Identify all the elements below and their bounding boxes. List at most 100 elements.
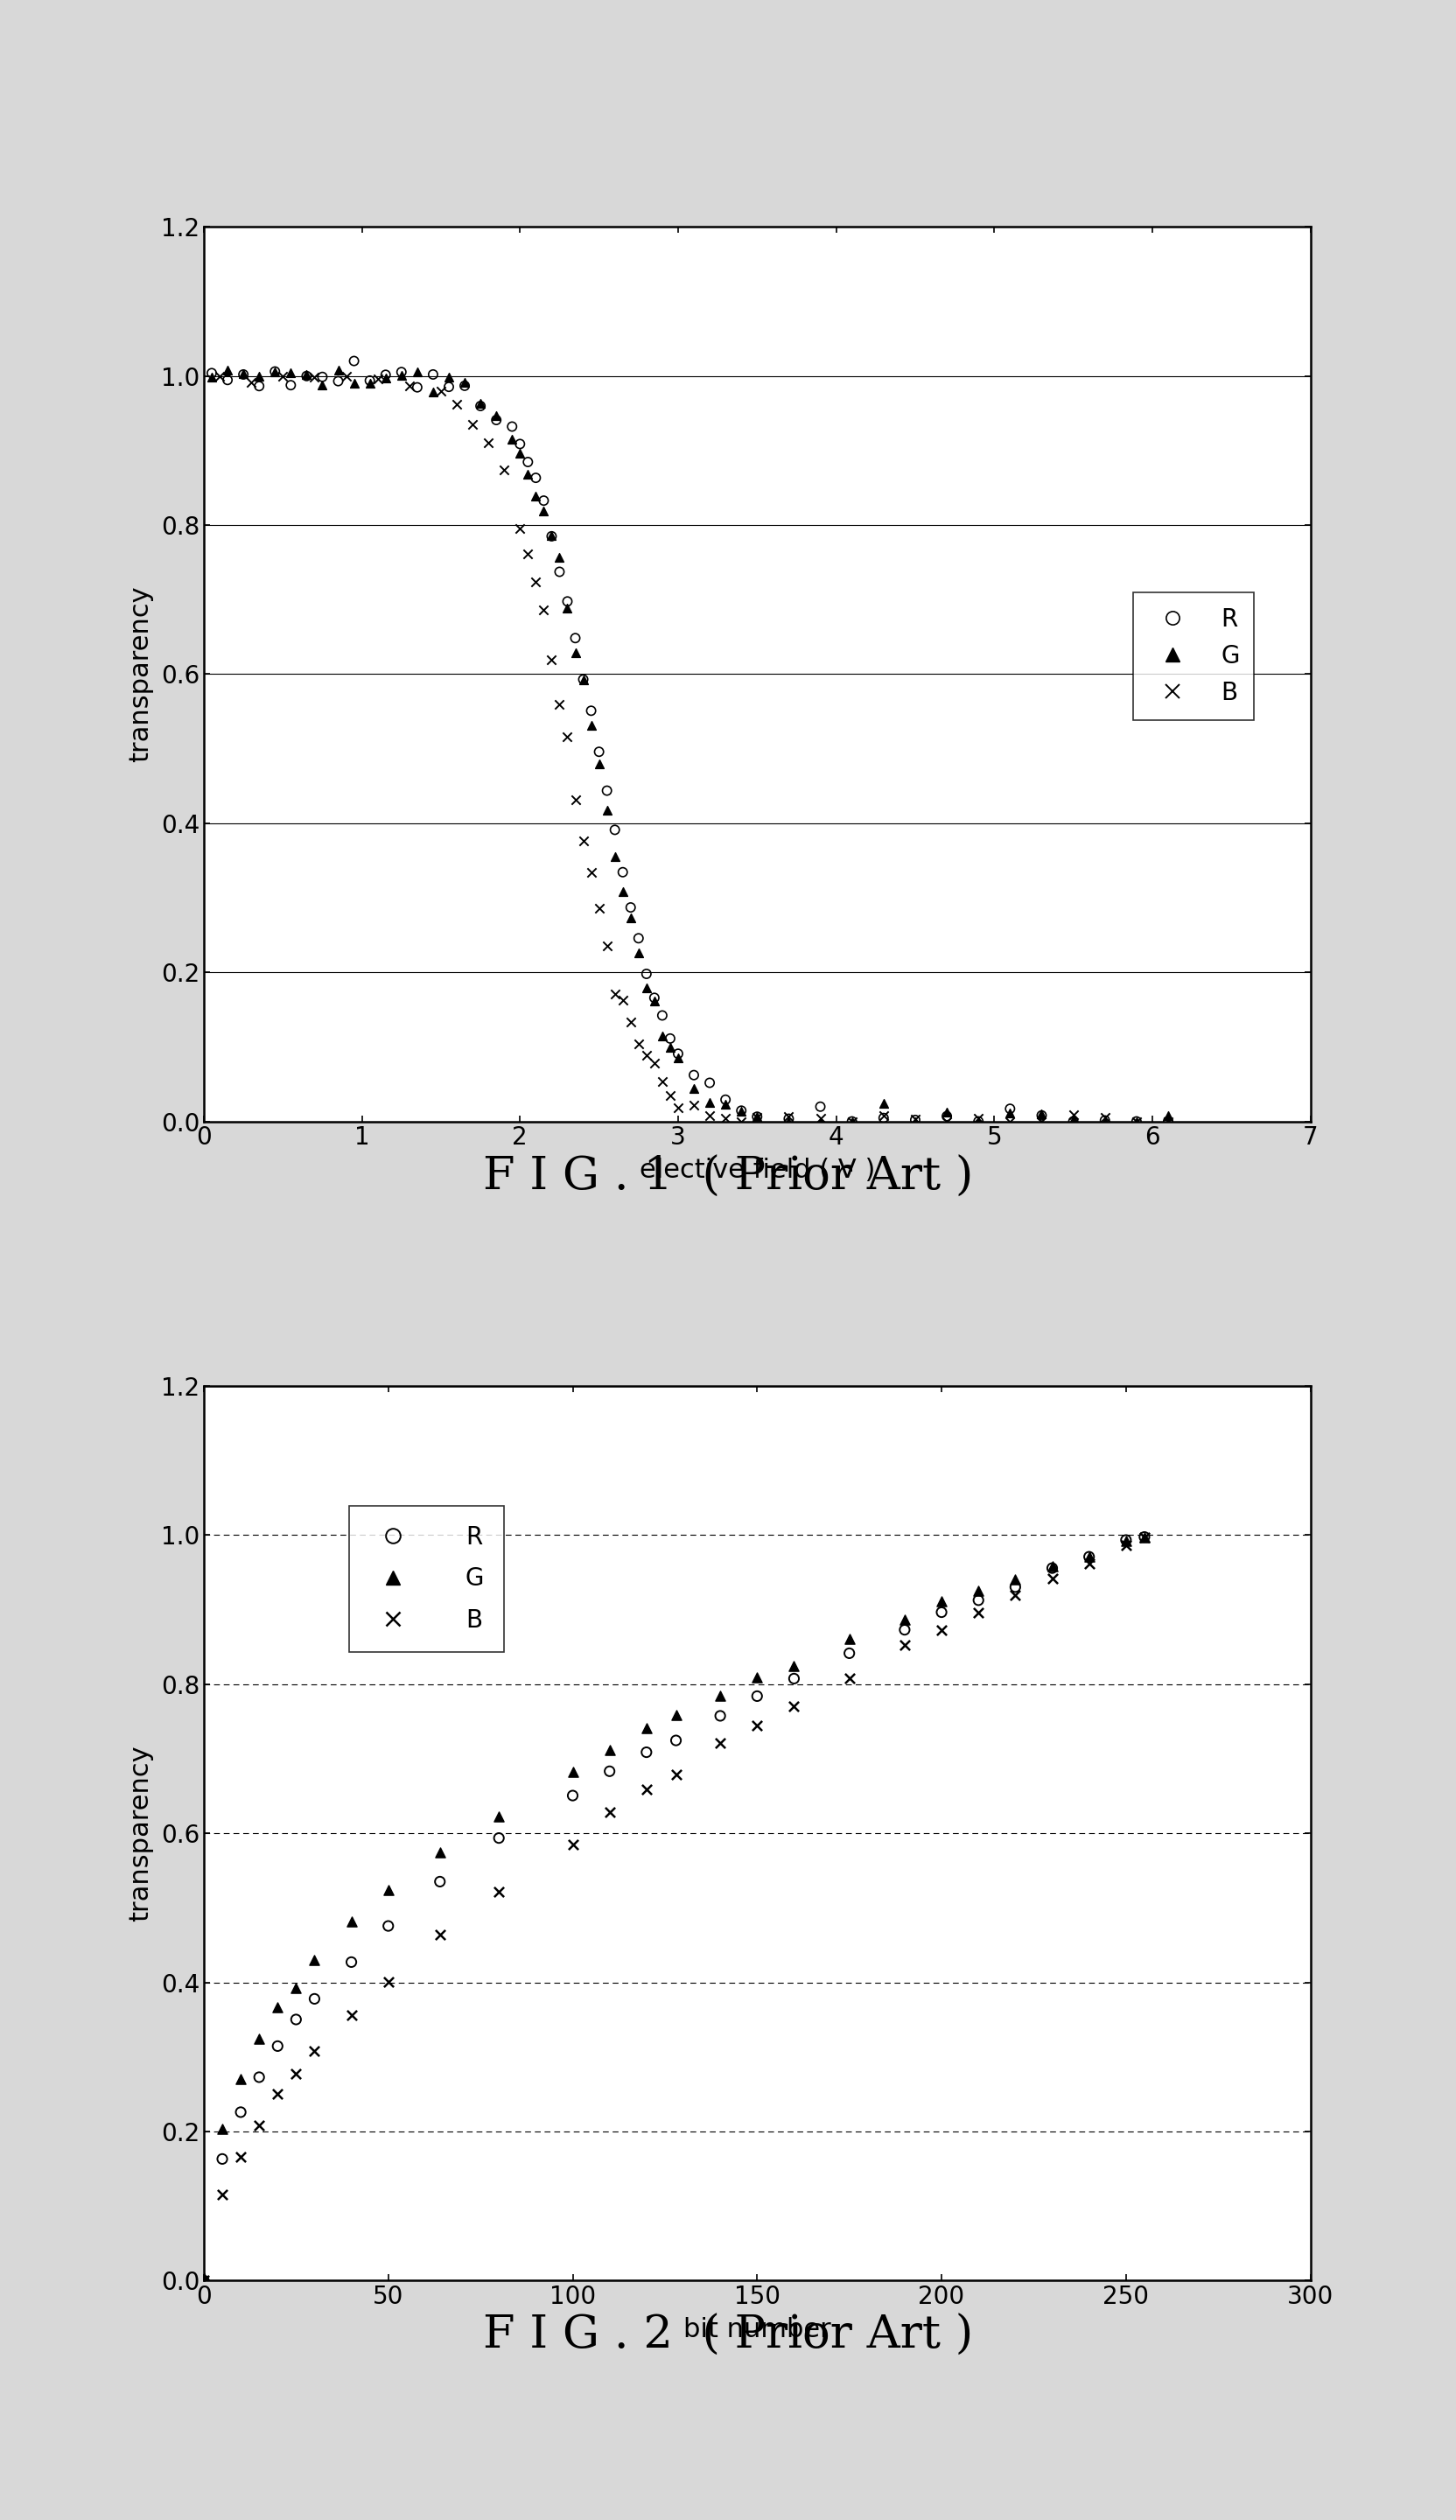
Point xyxy=(967,1580,990,1620)
Point xyxy=(596,791,619,832)
Point xyxy=(358,363,381,403)
Point xyxy=(713,1084,737,1124)
Point xyxy=(296,355,319,396)
Point xyxy=(782,1686,805,1726)
Point xyxy=(935,1091,958,1131)
Point xyxy=(999,1101,1022,1142)
Point xyxy=(572,660,596,701)
Point xyxy=(619,1003,642,1043)
Point xyxy=(667,1033,690,1074)
Point xyxy=(745,1096,769,1137)
Point xyxy=(215,360,239,401)
Point xyxy=(596,771,619,811)
Point xyxy=(709,1696,732,1736)
Point xyxy=(572,822,596,862)
Point xyxy=(264,350,287,391)
Point xyxy=(469,386,492,426)
Point xyxy=(428,1832,451,1872)
Point xyxy=(192,2260,215,2301)
Point xyxy=(1125,1101,1149,1142)
Point xyxy=(683,1068,706,1109)
Point xyxy=(342,363,365,403)
Point xyxy=(579,706,603,746)
Point xyxy=(999,1089,1022,1129)
Point xyxy=(642,978,665,1018)
Point xyxy=(935,1101,958,1142)
Point xyxy=(596,925,619,965)
Point xyxy=(683,1086,706,1126)
Point xyxy=(199,358,223,398)
Point xyxy=(745,1096,769,1137)
Point xyxy=(266,2074,290,2114)
Point xyxy=(229,2137,252,2177)
Point xyxy=(335,355,358,396)
Point xyxy=(517,534,540,575)
Point xyxy=(430,370,453,411)
Point xyxy=(469,383,492,423)
Point xyxy=(303,1978,326,2019)
Point xyxy=(893,1600,916,1641)
Point xyxy=(326,350,349,391)
Point xyxy=(462,403,485,444)
Point xyxy=(531,590,555,630)
Point xyxy=(446,383,469,423)
Point xyxy=(808,1101,831,1142)
Point xyxy=(745,1096,769,1137)
Point xyxy=(598,1751,622,1792)
Point xyxy=(339,1903,363,1943)
Point xyxy=(635,1036,658,1076)
Point xyxy=(1114,1520,1137,1560)
Point xyxy=(303,1940,326,1981)
Point xyxy=(1133,1517,1156,1557)
Point xyxy=(421,373,444,413)
Point xyxy=(664,1754,687,1794)
Point xyxy=(248,365,271,406)
Point xyxy=(603,975,626,1016)
Point xyxy=(778,1096,801,1137)
Point xyxy=(377,1961,400,2001)
Point xyxy=(215,350,239,391)
Point xyxy=(808,1099,831,1139)
Point xyxy=(967,1101,990,1142)
Point xyxy=(967,1099,990,1139)
Point xyxy=(930,1610,954,1651)
Point xyxy=(310,358,333,398)
Point xyxy=(635,1731,658,1772)
Point xyxy=(390,353,414,393)
Point xyxy=(229,2092,252,2132)
Point xyxy=(635,968,658,1008)
Point xyxy=(1093,1101,1117,1142)
Point xyxy=(428,1862,451,1903)
Point xyxy=(1003,1575,1026,1615)
Point xyxy=(540,517,563,557)
Point xyxy=(967,1570,990,1610)
Point xyxy=(658,1028,681,1068)
Point xyxy=(266,1988,290,2029)
Point xyxy=(709,1676,732,1716)
X-axis label: elective field ( V ): elective field ( V ) xyxy=(639,1157,875,1182)
Point xyxy=(377,1905,400,1945)
Point xyxy=(211,2139,234,2180)
Point xyxy=(561,1824,584,1865)
Point xyxy=(729,1091,753,1131)
Point xyxy=(199,353,223,393)
Point xyxy=(837,1618,860,1658)
Legend: R, G, B: R, G, B xyxy=(349,1504,504,1653)
Point xyxy=(485,396,508,436)
Point xyxy=(524,562,547,602)
Point xyxy=(531,481,555,522)
Point xyxy=(967,1101,990,1142)
Y-axis label: transparency: transparency xyxy=(128,585,153,764)
Text: F I G . 1  ( Prior Art ): F I G . 1 ( Prior Art ) xyxy=(483,1154,973,1200)
Point xyxy=(1041,1557,1064,1598)
Point xyxy=(840,1101,863,1142)
Point xyxy=(872,1099,895,1139)
Point xyxy=(556,587,579,627)
Point xyxy=(664,1721,687,1761)
Point xyxy=(1156,1101,1179,1142)
Point xyxy=(667,1038,690,1079)
Point xyxy=(1077,1537,1101,1578)
Point xyxy=(619,887,642,927)
Point xyxy=(635,1709,658,1749)
Point xyxy=(421,355,444,396)
